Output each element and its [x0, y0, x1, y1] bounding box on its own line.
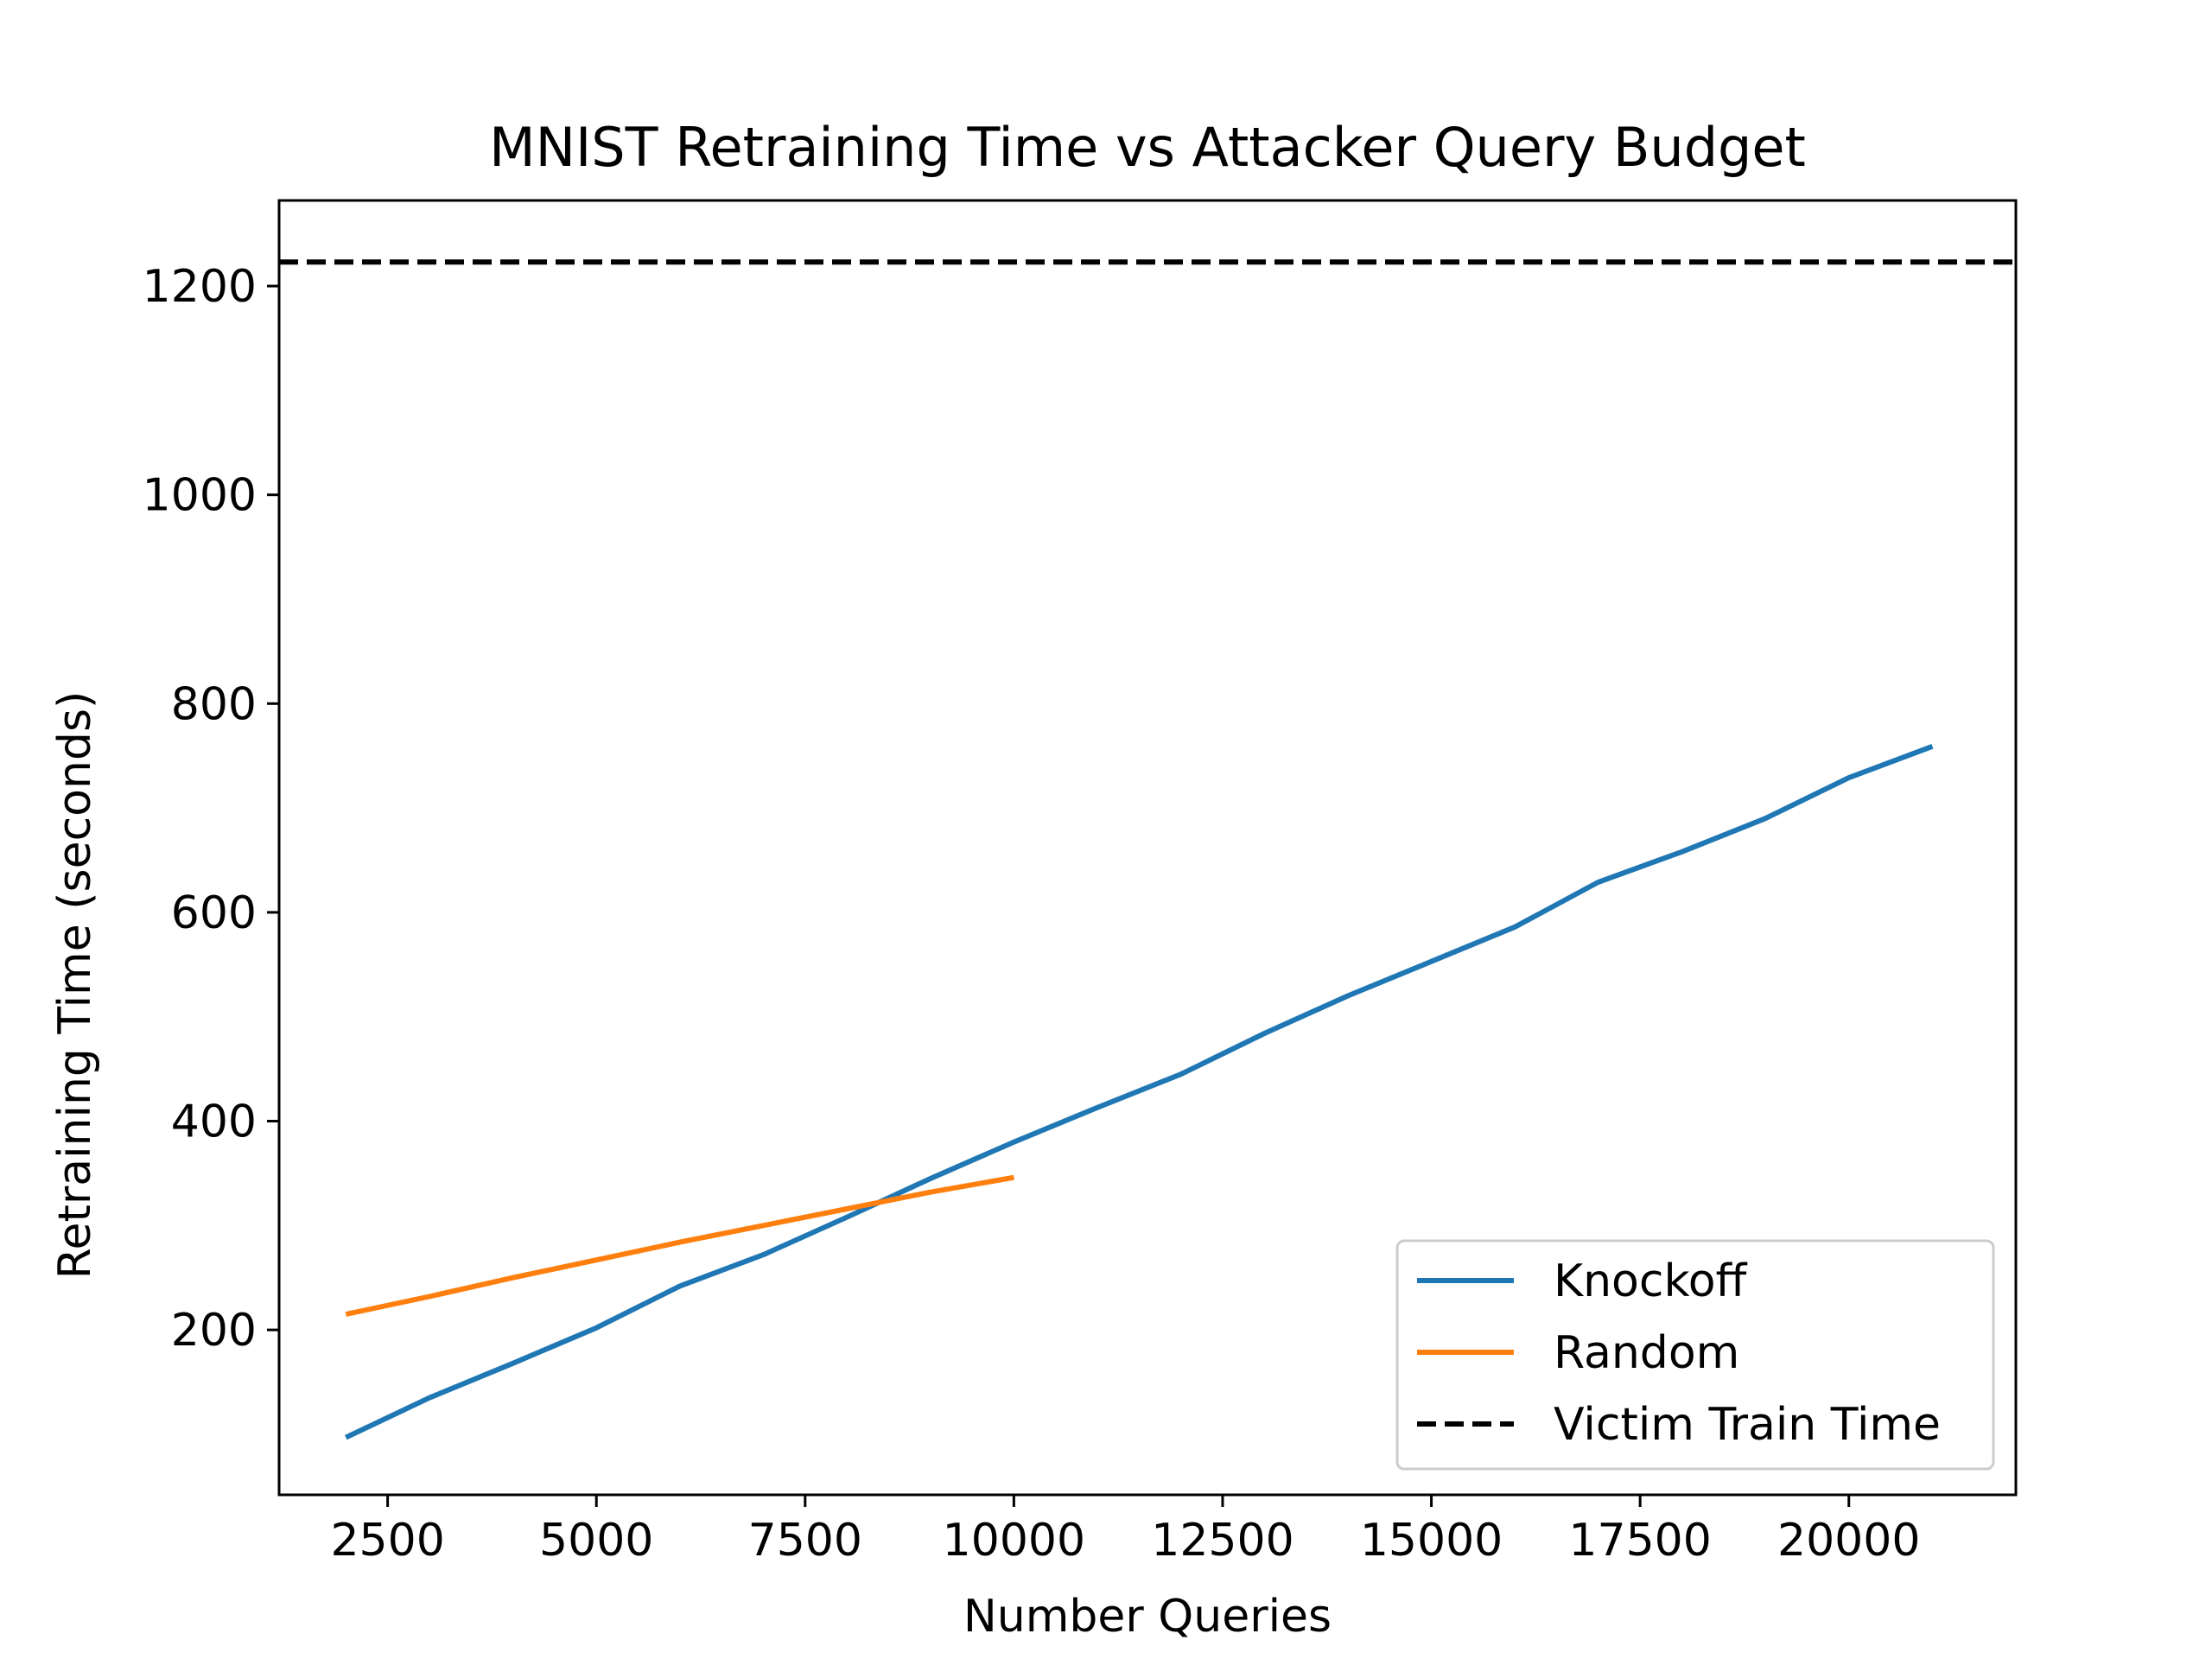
plot-area — [279, 259, 2016, 1440]
knockoff-line — [345, 743, 1934, 1440]
y-tick-label: 400 — [171, 1096, 257, 1148]
x-axis-label: Number Queries — [963, 1591, 1332, 1643]
legend-label-victim-train-time: Victim Train Time — [1554, 1399, 1941, 1451]
x-tick-label: 17500 — [1568, 1515, 1711, 1567]
legend-label-random: Random — [1554, 1327, 1739, 1379]
x-tick-label: 20000 — [1777, 1515, 1920, 1567]
x-tick-label: 10000 — [943, 1515, 1085, 1567]
legend-box — [1395, 1239, 1995, 1471]
x-axis: 2500 5000 7500 10000 12500 15000 17500 20000 — [330, 1495, 1920, 1567]
chart-title: MNIST Retraining Time vs Attacker Query … — [489, 116, 1806, 179]
y-axis: 200 400 600 800 1000 1200 — [143, 261, 279, 1357]
random-line — [345, 1174, 1014, 1317]
x-tick-label: 2500 — [330, 1515, 444, 1567]
y-tick-label: 600 — [171, 887, 257, 939]
x-tick-label: 7500 — [748, 1515, 862, 1567]
x-tick-label: 15000 — [1360, 1515, 1503, 1567]
y-tick-label: 800 — [171, 678, 257, 730]
y-tick-label: 200 — [171, 1305, 257, 1357]
y-tick-label: 1200 — [143, 261, 257, 313]
axes-frame — [277, 199, 2018, 1497]
y-tick-label: 1000 — [143, 470, 257, 522]
legend: Knockoff Random Victim Train Time — [1395, 1239, 1995, 1471]
legend-label-knockoff: Knockoff — [1554, 1255, 1748, 1307]
x-tick-label: 5000 — [539, 1515, 653, 1567]
y-axis-label: Retraining Time (seconds) — [49, 691, 101, 1280]
x-tick-label: 12500 — [1151, 1515, 1294, 1567]
